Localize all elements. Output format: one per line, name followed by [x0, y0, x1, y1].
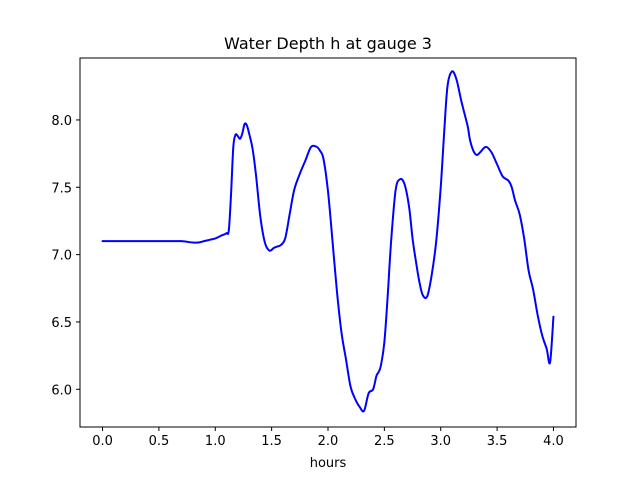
x-tick-label: 4.0 — [543, 434, 564, 449]
x-tick-label: 3.0 — [430, 434, 451, 449]
y-tick-label: 6.0 — [51, 383, 72, 398]
x-tick-label: 0.5 — [149, 434, 170, 449]
x-tick-label: 0.0 — [92, 434, 113, 449]
series-line — [101, 70, 555, 413]
y-tick-label: 6.5 — [51, 316, 72, 331]
y-tick-label: 7.5 — [51, 181, 72, 196]
x-axis: 0.0 0.5 1.0 1.5 2.0 2.5 3.0 3.5 4.0 — [92, 427, 564, 449]
x-tick-label: 1.5 — [261, 434, 282, 449]
x-tick-label: 1.0 — [205, 434, 226, 449]
x-axis-label: hours — [310, 456, 347, 471]
y-tick-label: 8.0 — [51, 114, 72, 129]
x-tick-label: 2.0 — [318, 434, 339, 449]
x-tick-label: 2.5 — [374, 434, 395, 449]
y-tick-label: 7.0 — [51, 249, 72, 264]
y-axis: 6.0 6.5 7.0 7.5 8.0 — [51, 114, 80, 398]
chart-title: Water Depth h at gauge 3 — [224, 34, 432, 53]
x-tick-label: 3.5 — [487, 434, 508, 449]
plot-area — [101, 70, 555, 413]
